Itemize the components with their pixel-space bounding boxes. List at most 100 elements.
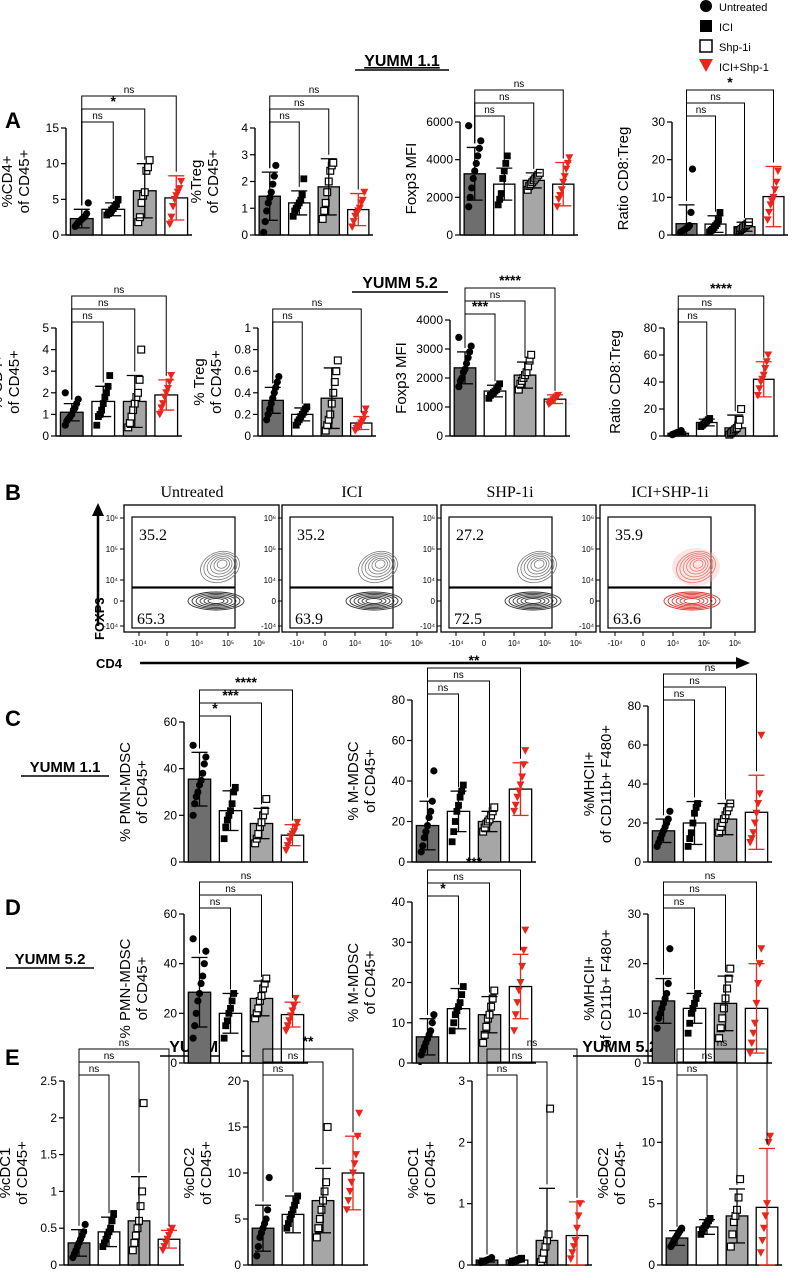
sig-label: * <box>440 880 446 896</box>
point-combo <box>168 1224 177 1233</box>
sig-label: ns <box>514 79 525 90</box>
point-untreated <box>200 760 208 768</box>
flow-lower-percent: 63.6 <box>613 611 641 628</box>
flow-y-tick-label: 0 <box>114 597 119 606</box>
point-shp1i <box>723 984 732 993</box>
y-tick-label: 1 <box>458 1197 465 1211</box>
y-tick-label: 20 <box>392 815 406 829</box>
y-tick-label: 0 <box>398 1056 405 1070</box>
y-tick-label: 0 <box>458 1258 465 1272</box>
point-shp1i <box>333 356 342 365</box>
point-untreated <box>455 333 463 341</box>
flow-contour-lower <box>199 595 233 607</box>
point-ici <box>106 372 114 379</box>
y-tick-label: 0 <box>650 429 657 443</box>
flow-x-tick-label: 10⁶ <box>411 639 423 648</box>
point-ici <box>496 195 504 203</box>
flow-contour-upper <box>676 550 716 584</box>
point-untreated <box>84 199 92 207</box>
point-untreated <box>194 997 202 1005</box>
point-shp1i <box>135 213 144 222</box>
y-tick-label: 1 <box>241 201 248 215</box>
y-tick-label: 3 <box>458 1074 465 1088</box>
point-shp1i <box>482 1022 491 1031</box>
point-ici <box>706 415 714 422</box>
point-combo <box>763 216 772 224</box>
sig-label: ns <box>294 98 305 109</box>
point-untreated <box>192 1009 200 1017</box>
y-tick-label: 0 <box>42 429 49 443</box>
flow-x-tick-label: 10⁵ <box>698 639 710 648</box>
flow-contour-lower <box>349 592 399 610</box>
point-untreated <box>81 1220 89 1229</box>
y-axis-label: Ratio CD8:Treg <box>607 330 624 434</box>
y-tick-label: 4000 <box>416 313 443 327</box>
point-combo <box>761 365 770 373</box>
point-shp1i <box>527 350 536 359</box>
point-shp1i <box>314 1224 323 1233</box>
chart-a7: 0 1000 2000 3000 4000 Foxp3 MFI ***ns **** <box>393 272 570 443</box>
point-shp1i <box>479 1038 488 1047</box>
point-untreated <box>265 1174 273 1182</box>
point-shp1i <box>726 1242 735 1251</box>
sig-bracket <box>677 295 765 428</box>
point-combo <box>165 220 174 229</box>
flow-x-tick-label: 0 <box>482 639 487 648</box>
flow-x-tick-label: -10⁴ <box>608 639 624 648</box>
point-shp1i <box>129 406 138 415</box>
flow-frame <box>123 504 280 633</box>
y-axis-label: %cDC1 <box>405 1148 422 1199</box>
y-tick-label: 4000 <box>426 153 453 167</box>
y-tick-label: 2 <box>42 386 49 400</box>
y-tick-label: 1 <box>50 1184 57 1198</box>
flow-contour-lower <box>203 596 229 606</box>
point-combo <box>753 392 762 400</box>
y-axis-label: %cDC1 <box>0 1148 14 1199</box>
sig-bracket <box>71 295 167 400</box>
flow-contour-lower <box>683 598 701 604</box>
sig-label: ns <box>309 85 320 96</box>
y-tick-label: 0.8 <box>234 343 251 357</box>
sig-bracket <box>199 881 293 999</box>
flow-y-tick-label: 10⁴ <box>423 576 436 585</box>
point-ici <box>96 411 104 418</box>
point-untreated <box>189 811 197 819</box>
flow-contour-upper <box>203 552 238 581</box>
point-combo <box>765 208 774 217</box>
point-shp1i <box>128 1246 137 1255</box>
point-shp1i <box>734 1193 743 1202</box>
point-shp1i <box>315 1214 324 1223</box>
y-tick-label: 5 <box>52 192 59 206</box>
flow-x-axis-label: CD4 <box>96 656 123 671</box>
point-shp1i <box>137 198 146 207</box>
point-untreated <box>197 979 205 988</box>
point-ici <box>104 1232 111 1239</box>
point-combo <box>282 1027 291 1035</box>
y-axis-label: %CD4+ <box>0 155 16 207</box>
flow-lower-percent: 63.9 <box>295 611 323 628</box>
y-axis-label: of CD45+ <box>205 149 222 213</box>
sig-label: ns <box>696 105 707 116</box>
sig-label: *** <box>472 298 489 314</box>
flow-gate-upper <box>289 516 394 588</box>
point-combo <box>574 1212 583 1220</box>
flow-contour-lower <box>195 594 237 608</box>
sig-bracket <box>262 1074 294 1202</box>
point-shp1i <box>715 1034 724 1043</box>
point-ici <box>223 1017 231 1025</box>
point-untreated <box>422 828 430 836</box>
sig-label: *** <box>222 687 239 703</box>
point-ici <box>694 800 702 807</box>
section-title-f-yumm52: YUMM 5.2 <box>582 1039 658 1056</box>
flow-contour-upper <box>517 550 557 584</box>
y-tick-label: 3000 <box>416 342 443 356</box>
point-ici <box>684 843 692 850</box>
y-tick-label: 10 <box>652 190 666 204</box>
flow-contour-lower <box>345 591 403 611</box>
flow-contour-upper <box>200 550 240 584</box>
y-axis-label: Foxp3 MFI <box>403 143 420 215</box>
y-tick-label: 40 <box>644 375 658 389</box>
